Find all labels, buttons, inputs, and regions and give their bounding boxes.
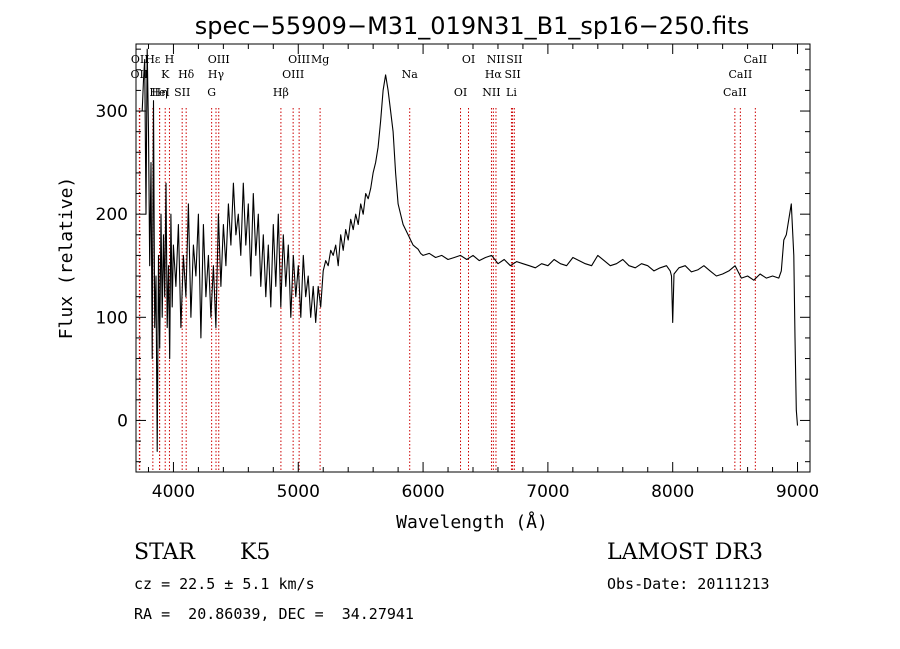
spectral-line-label: Na	[402, 68, 419, 81]
survey-label: LAMOST DR3	[607, 540, 763, 565]
spectral-line-label: HeI	[149, 86, 169, 99]
object-class: STAR	[134, 540, 195, 565]
redshift-velocity: cz = 22.5 ± 5.1 km/s	[134, 575, 315, 593]
spectral-line-label: CaII	[723, 86, 747, 99]
spectral-line-label: NII	[482, 86, 500, 99]
spectral-line-label: SII	[504, 68, 520, 81]
spectral-line-label: CaII	[729, 68, 753, 81]
spectral-line-label: Hε	[145, 53, 161, 66]
x-tick-label: 5000	[277, 482, 320, 502]
spectral-line-label: SII	[174, 86, 190, 99]
spectral-line-label: Hα	[485, 68, 503, 81]
spectral-line-label: Hβ	[273, 86, 289, 99]
spectral-line-label: SII	[506, 53, 522, 66]
spectral-line-label: Hγ	[208, 68, 225, 81]
spectral-line-label: NII	[487, 53, 505, 66]
spectral-line-label: OII	[131, 53, 149, 66]
y-tick-label: 0	[117, 411, 128, 431]
spectral-line-label: OI	[462, 53, 475, 66]
spectral-line-label: Hη	[151, 86, 167, 99]
y-tick-label: 200	[96, 205, 128, 225]
x-tick-label: 4000	[152, 482, 195, 502]
plot-frame	[135, 43, 811, 473]
spectral-line-label: Hδ	[178, 68, 195, 81]
y-tick-label: 300	[96, 102, 128, 122]
x-tick-label: 6000	[401, 482, 444, 502]
x-axis-label: Wavelength (Å)	[396, 511, 548, 533]
flux-series-line	[141, 48, 799, 452]
y-axis-label: Flux (relative)	[56, 177, 77, 340]
spectral-line-label: H	[165, 53, 175, 66]
spectral-line-label: OIII	[208, 53, 230, 66]
spectral-line-label: K	[161, 68, 170, 81]
spectral-line-label: CaII	[743, 53, 767, 66]
spectral-line-label: Mg	[311, 53, 329, 66]
x-tick-label: 7000	[526, 482, 569, 502]
x-tick-label: 8000	[651, 482, 694, 502]
spectral-line-label: Li	[506, 86, 517, 99]
sky-coordinates: RA = 20.86039, DEC = 34.27941	[134, 605, 414, 623]
object-subclass: K5	[240, 540, 271, 565]
x-tick-label: 9000	[776, 482, 819, 502]
chart-title: spec−55909−M31_019N31_B1_sp16−250.fits	[195, 12, 749, 40]
spectral-line-label: G	[207, 86, 216, 99]
spectral-line-label: OI	[454, 86, 467, 99]
observation-date: Obs-Date: 20111213	[607, 575, 770, 593]
spectral-line-label: OIII	[282, 68, 304, 81]
spectral-line-label: OIII	[288, 53, 310, 66]
y-tick-label: 100	[96, 308, 128, 328]
